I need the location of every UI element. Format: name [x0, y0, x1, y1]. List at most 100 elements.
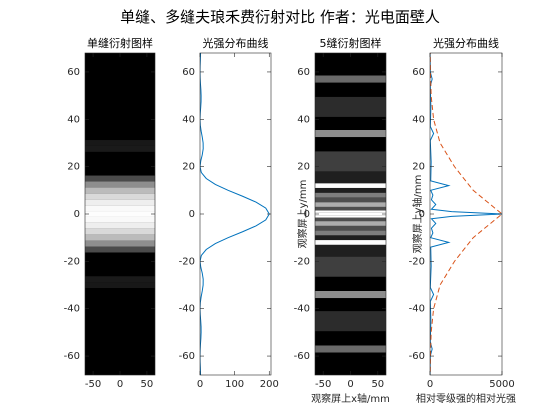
figure-title: 单缝、多缝夫琅禾费衍射对比 作者：光电面壁人 — [120, 8, 440, 26]
y-tick-label: -60 — [179, 351, 195, 362]
image-band — [315, 202, 386, 207]
image-band — [315, 96, 386, 117]
x-axis-label: 相对零级强的相对光强 — [416, 392, 516, 405]
x-tick-label: 5000 — [489, 379, 514, 390]
y-tick-label: 60 — [67, 67, 80, 78]
image-band — [85, 57, 155, 64]
x-tick-label: 0 — [117, 379, 123, 390]
image-band — [85, 86, 155, 93]
image-band — [85, 258, 155, 265]
image-band — [85, 282, 155, 288]
image-band — [315, 197, 386, 203]
x-axis-label: 观察屏上x轴/mm — [311, 392, 390, 405]
image-band — [85, 187, 155, 194]
image-band — [85, 175, 155, 182]
image-band — [85, 311, 155, 318]
image-band — [315, 129, 386, 138]
image-band — [315, 151, 386, 172]
image-band — [315, 221, 386, 226]
y-tick-label: -60 — [64, 351, 80, 362]
image-band — [85, 293, 155, 300]
image-band — [315, 187, 386, 193]
image-band — [315, 75, 386, 83]
image-band — [85, 353, 155, 360]
y-tick-label: 20 — [412, 162, 425, 173]
y-tick-label: 40 — [412, 114, 425, 125]
image-band — [85, 264, 155, 271]
x-tick-label: 50 — [141, 379, 154, 390]
subplot-title: 5缝衍射图样 — [320, 36, 382, 50]
image-band — [315, 235, 386, 241]
y-tick-label: 0 — [74, 209, 80, 220]
image-band — [315, 331, 386, 346]
x-tick-label: 200 — [260, 379, 279, 390]
y-tick-label: 60 — [182, 67, 195, 78]
image-band — [85, 157, 155, 164]
x-tick-label: 0 — [197, 379, 203, 390]
subplot-title: 光强分布曲线 — [433, 36, 499, 50]
image-band — [85, 199, 155, 206]
x-tick-label: 50 — [371, 379, 384, 390]
image-band — [315, 298, 386, 312]
image-band — [85, 116, 155, 123]
image-band — [85, 287, 155, 294]
y-tick-label: -20 — [64, 256, 80, 267]
y-tick-label: 60 — [412, 67, 425, 78]
y-tick-label: -20 — [179, 256, 195, 267]
subplot-title: 单缝衍射图样 — [87, 36, 153, 50]
image-band — [85, 134, 155, 141]
image-band — [85, 80, 155, 87]
image-band — [85, 211, 155, 217]
image-band — [315, 352, 386, 368]
x-tick-label: 0 — [427, 379, 433, 390]
image-band — [85, 317, 155, 324]
image-band — [85, 329, 155, 336]
y-tick-label: 60 — [297, 67, 310, 78]
image-band — [85, 205, 155, 212]
x-tick-label: -50 — [85, 379, 101, 390]
x-tick-label: 100 — [225, 379, 244, 390]
image-band — [85, 222, 155, 229]
plot-area — [85, 53, 155, 375]
image-band — [315, 192, 386, 198]
image-band — [85, 163, 155, 170]
image-band — [315, 276, 386, 291]
y-tick-label: 0 — [419, 209, 425, 220]
y-tick-label: -60 — [294, 351, 310, 362]
y-tick-label: -40 — [64, 304, 80, 315]
image-band — [85, 145, 155, 152]
image-band — [315, 183, 386, 188]
image-band — [315, 206, 386, 211]
image-band — [85, 193, 155, 200]
y-tick-label: -40 — [294, 304, 310, 315]
plot-area — [315, 53, 386, 375]
image-band — [85, 234, 155, 241]
y-tick-label: -20 — [409, 256, 425, 267]
image-band — [315, 171, 386, 184]
image-band — [315, 210, 386, 213]
y-tick-label: 40 — [182, 114, 195, 125]
image-band — [315, 244, 386, 257]
image-band — [315, 60, 386, 76]
y-tick-label: -60 — [409, 351, 425, 362]
image-band — [85, 92, 155, 99]
image-band — [315, 217, 386, 222]
x-tick-label: 0 — [347, 379, 353, 390]
image-band — [85, 128, 155, 135]
image-band — [85, 364, 155, 371]
image-band — [85, 323, 155, 330]
image-band — [85, 110, 155, 117]
y-axis-label: 观察屏上y轴/mm — [411, 175, 424, 254]
image-band — [315, 311, 386, 332]
image-band — [85, 74, 155, 81]
image-band — [85, 228, 155, 235]
image-band — [85, 98, 155, 105]
image-band — [85, 305, 155, 312]
image-band — [85, 140, 155, 146]
y-tick-label: 0 — [189, 209, 195, 220]
image-band — [85, 151, 155, 158]
curve — [430, 53, 502, 375]
image-band — [85, 347, 155, 354]
image-band — [85, 252, 155, 259]
